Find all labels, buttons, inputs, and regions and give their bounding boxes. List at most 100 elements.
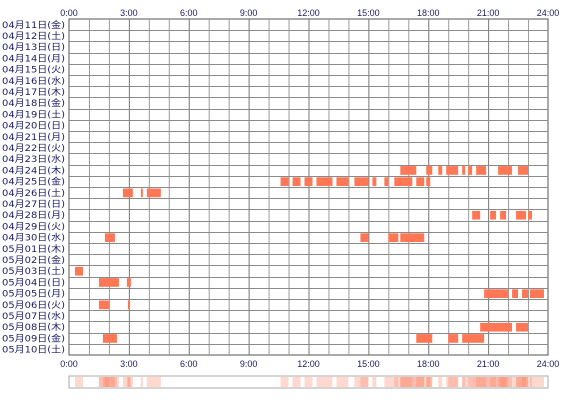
activity-bar <box>446 166 459 175</box>
activity-bar <box>304 177 313 186</box>
date-row-label: 05月01日(木) <box>2 243 65 255</box>
summary-mark <box>480 377 513 387</box>
top-tick-label: 12:00 <box>297 8 320 18</box>
activity-bar <box>480 322 513 332</box>
top-tick-label: 24:00 <box>537 8 560 18</box>
date-row-label: 04月30日(水) <box>2 232 65 244</box>
summary-mark <box>522 377 529 387</box>
activity-bar <box>400 166 417 175</box>
summary-mark <box>122 377 133 387</box>
date-row-label: 04月17日(木) <box>2 86 65 98</box>
date-row-label: 05月08日(木) <box>2 321 65 333</box>
summary-mark <box>394 377 413 387</box>
date-row-label: 04月22日(火) <box>2 143 65 154</box>
chart-grid <box>68 18 549 356</box>
top-tick-label: 9:00 <box>240 8 258 18</box>
summary-mark <box>472 377 481 387</box>
date-row-label: 05月06日(火) <box>2 300 65 311</box>
date-row-label: 05月02日(金) <box>2 254 65 266</box>
activity-bar <box>530 289 545 298</box>
date-row-label: 04月15日(火) <box>2 65 65 76</box>
summary-mark <box>74 377 83 387</box>
activity-bar <box>522 289 529 298</box>
summary-mark <box>416 377 433 387</box>
activity-bar <box>394 177 413 186</box>
activity-bar <box>484 289 509 298</box>
top-tick-label: 0:00 <box>60 8 78 18</box>
summary-mark <box>336 377 349 387</box>
summary-mark <box>512 377 519 387</box>
summary-strip-frame <box>68 375 549 389</box>
bottom-tick-label: 18:00 <box>417 359 440 369</box>
summary-mark <box>530 377 545 387</box>
summary-mark <box>146 377 161 387</box>
activity-bar <box>516 322 529 332</box>
activity-bar <box>498 166 513 175</box>
top-tick-label: 18:00 <box>417 8 440 18</box>
date-row-label: 04月24日(木) <box>2 164 65 176</box>
bottom-tick-label: 0:00 <box>60 359 78 369</box>
activity-bar <box>438 166 443 175</box>
activity-bar <box>126 278 131 287</box>
bottom-tick-label: 12:00 <box>297 359 320 369</box>
activity-bar <box>426 166 433 175</box>
activity-bar <box>528 210 533 220</box>
bottom-tick-label: 9:00 <box>240 359 258 369</box>
activity-bar <box>518 166 529 175</box>
activity-bar <box>372 177 377 186</box>
summary-mark <box>354 377 369 387</box>
date-row-label: 04月29日(火) <box>2 221 65 232</box>
summary-mark <box>528 377 533 387</box>
activity-bar <box>384 177 389 186</box>
activity-bar <box>462 334 485 343</box>
top-axis-ticks: 0:00 3:00 6:00 9:00 12:00 15:00 18:00 21:00 24:0… <box>60 8 559 18</box>
date-row-label: 05月05日(月) <box>2 289 65 300</box>
bottom-tick-label: 6:00 <box>180 359 198 369</box>
activity-bar <box>426 177 431 186</box>
summary-mark <box>304 377 313 387</box>
activity-bar <box>98 278 119 287</box>
summary-mark <box>476 377 487 387</box>
summary-mark <box>372 377 377 387</box>
date-row-label: 05月04日(日) <box>2 277 65 288</box>
date-row-label: 04月27日(日) <box>2 199 65 210</box>
date-row-label: 04月11日(金) <box>2 19 65 31</box>
activity-bar <box>122 188 133 198</box>
bottom-tick-label: 15:00 <box>357 359 380 369</box>
top-tick-label: 6:00 <box>180 8 198 18</box>
activity-bar <box>146 188 161 198</box>
summary-mark <box>426 377 431 387</box>
summary-mark <box>140 377 143 387</box>
activity-bar <box>140 188 143 198</box>
summary-mark <box>500 377 507 387</box>
bottom-tick-label: 21:00 <box>477 359 500 369</box>
date-row-label: 05月07日(水) <box>2 310 65 322</box>
activity-bar <box>98 300 109 310</box>
summary-mark <box>384 377 389 387</box>
summary-mark <box>516 377 529 387</box>
date-row-label: 05月09日(金) <box>2 332 65 344</box>
summary-mark <box>126 377 131 387</box>
activity-bar <box>400 233 425 242</box>
activity-bar <box>104 233 115 242</box>
activity-bar <box>127 300 130 310</box>
summary-mark <box>498 377 513 387</box>
date-row-label: 04月16日(水) <box>2 75 65 87</box>
summary-mark <box>360 377 369 387</box>
date-row-label: 04月12日(土) <box>2 30 65 42</box>
summary-mark <box>468 377 473 387</box>
date-row-label: 04月26日(土) <box>2 187 65 199</box>
activity-bar <box>388 233 399 242</box>
summary-mark <box>448 377 459 387</box>
activity-bar <box>516 210 527 220</box>
date-row-label: 04月19日(土) <box>2 108 65 120</box>
activity-bar <box>448 334 459 343</box>
date-row-labels: 04月11日(金)04月12日(土)04月13日(日)04月14日(月)04月1… <box>2 19 65 356</box>
bottom-tick-label: 24:00 <box>537 359 560 369</box>
activity-bar <box>500 210 507 220</box>
date-row-label: 04月25日(金) <box>2 176 65 188</box>
activity-bar <box>462 166 466 175</box>
activity-bars <box>74 166 545 343</box>
activity-bar <box>416 177 425 186</box>
